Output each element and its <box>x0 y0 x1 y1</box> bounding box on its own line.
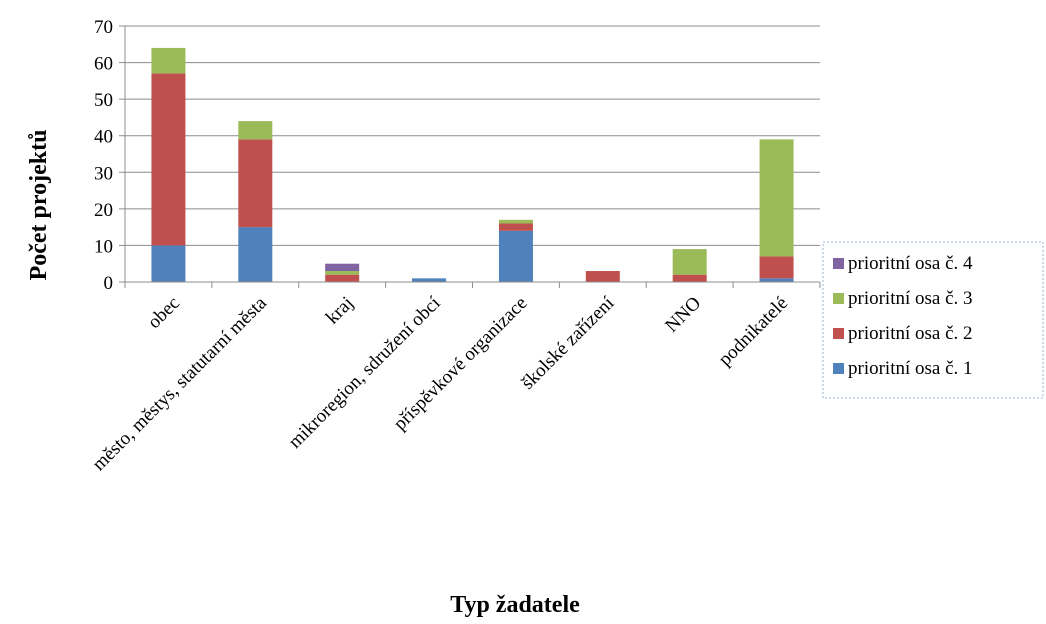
y-tick-labels: 0 10 20 30 40 50 60 70 <box>94 17 113 294</box>
y-tick-label: 10 <box>94 236 113 257</box>
x-category-label: NNO <box>661 293 705 337</box>
bar-segment-series-3 <box>325 271 360 275</box>
legend-swatch <box>833 328 844 339</box>
legend-label: prioritní osa č. 2 <box>848 323 973 344</box>
bar-segment-series-3 <box>238 121 273 140</box>
legend-label: prioritní osa č. 1 <box>848 358 973 379</box>
bar-segment-series-3 <box>151 47 186 74</box>
bar-segment-series-2 <box>759 256 794 279</box>
y-tick-label: 70 <box>94 17 113 38</box>
legend-label: prioritní osa č. 3 <box>848 288 973 309</box>
bar-segment-series-2 <box>672 274 707 282</box>
bar-segment-series-1 <box>238 227 273 282</box>
bar-segment-series-2 <box>498 223 533 231</box>
y-tick-label: 40 <box>94 127 113 148</box>
y-tick-label: 60 <box>94 54 113 75</box>
x-category-label: mikroregion, sdružení obcí <box>285 292 445 452</box>
legend-swatch <box>833 363 844 374</box>
y-axis-title: Počet projektů <box>26 130 52 281</box>
bar-segment-series-1 <box>759 278 794 282</box>
bar-segment-series-2 <box>238 139 273 228</box>
y-tick-label: 0 <box>104 273 114 294</box>
x-category-label: podnikatelé <box>715 293 793 371</box>
y-tick-label: 50 <box>94 90 113 111</box>
x-category-label: město, městys, statutarní města <box>88 292 271 475</box>
y-tick-label: 30 <box>94 163 113 184</box>
bar-segment-series-4 <box>325 263 360 272</box>
legend-label: prioritní osa č. 4 <box>848 253 973 274</box>
x-category-label: obec <box>144 293 184 333</box>
bar-segment-series-1 <box>151 245 186 282</box>
bar-segment-series-2 <box>151 73 186 246</box>
bar-segment-series-2 <box>325 274 360 282</box>
bar-segment-series-3 <box>672 249 707 275</box>
legend-swatch <box>833 258 844 269</box>
bar-segment-series-1 <box>498 230 533 282</box>
x-category-label: kraj <box>322 293 358 329</box>
x-category-label: školské zařízení <box>517 292 619 394</box>
bar-segment-series-1 <box>412 278 447 282</box>
x-axis-title: Typ žadatele <box>450 592 580 618</box>
y-tick-label: 20 <box>94 200 113 221</box>
legend: prioritní osa č. 4 prioritní osa č. 3 prio… <box>822 241 1044 399</box>
bar-segment-series-3 <box>759 139 794 257</box>
legend-box <box>822 241 1044 399</box>
legend-swatch <box>833 293 844 304</box>
bars <box>151 47 794 282</box>
axes <box>124 26 821 288</box>
bar-segment-series-3 <box>498 219 533 224</box>
bar-segment-series-2 <box>585 271 620 282</box>
gridlines <box>119 25 820 283</box>
